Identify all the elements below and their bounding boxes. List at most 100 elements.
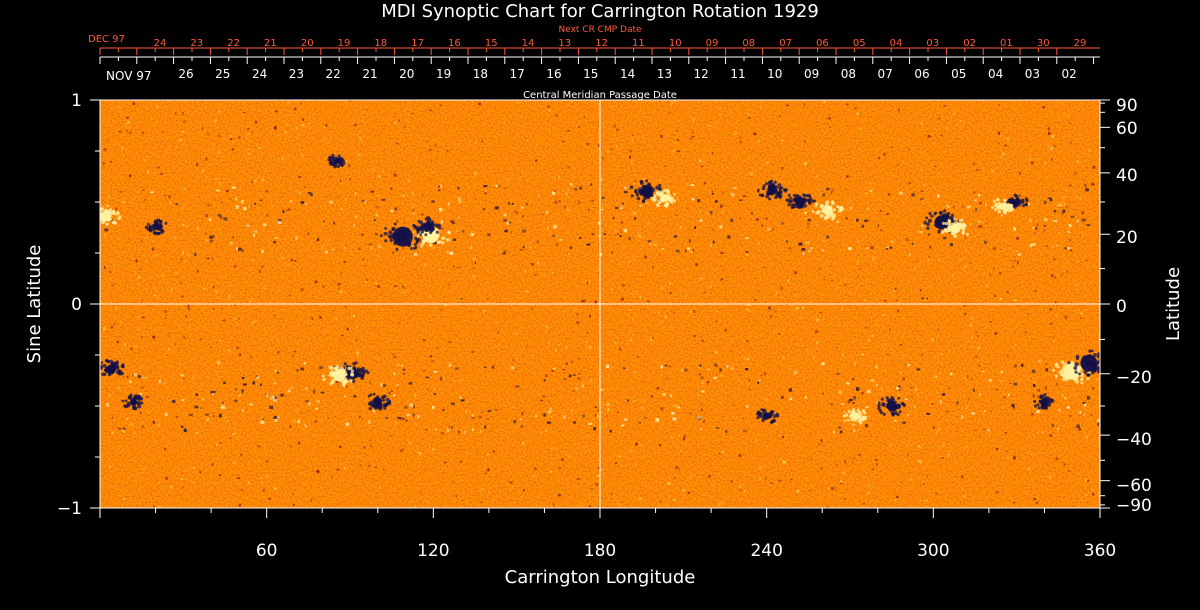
band-speck: [950, 372, 953, 376]
flux-speck: [278, 289, 281, 292]
flux-speck: [884, 343, 888, 346]
flux-speck: [491, 365, 495, 369]
band-speck: [620, 424, 625, 427]
flux-speck: [963, 304, 967, 307]
band-speck: [921, 197, 924, 200]
flux-speck: [475, 198, 477, 201]
flux-speck: [861, 213, 863, 216]
flux-speck: [960, 119, 963, 122]
flux-speck: [890, 443, 892, 447]
flux-speck: [377, 254, 380, 257]
flux-speck: [979, 435, 981, 438]
flux-speck: [720, 278, 723, 281]
flux-speck: [997, 131, 1000, 135]
flux-speck: [215, 290, 218, 294]
flux-speck: [990, 410, 992, 412]
band-speck: [825, 187, 830, 191]
active-region-negative-fleck: [1021, 204, 1025, 208]
flux-speck: [917, 260, 919, 262]
band-speck: [553, 367, 556, 370]
flux-speck: [420, 491, 422, 493]
active-region-negative-fleck: [424, 233, 428, 237]
flux-speck: [830, 191, 833, 195]
flux-speck: [425, 428, 428, 431]
flux-speck: [666, 503, 669, 507]
flux-speck: [141, 299, 144, 302]
flux-speck: [576, 321, 580, 324]
flux-speck: [590, 379, 592, 382]
flux-speck: [397, 322, 401, 324]
flux-speck: [183, 336, 185, 338]
active-region-negative-fleck: [787, 193, 791, 197]
band-speck: [482, 208, 486, 211]
flux-speck: [719, 107, 722, 110]
flux-speck: [1006, 291, 1009, 294]
band-speck: [235, 387, 237, 391]
flux-speck: [111, 416, 114, 419]
flux-speck: [775, 292, 778, 296]
band-speck: [1062, 209, 1066, 213]
cmp-axis-label: Central Meridian Passage Date: [523, 90, 677, 101]
band-speck: [181, 398, 184, 401]
band-speck: [767, 227, 771, 231]
flux-speck: [527, 138, 529, 142]
flux-speck: [261, 178, 265, 182]
y-right-tick-label: −20: [1116, 368, 1152, 388]
band-speck: [182, 224, 185, 226]
flux-speck: [510, 230, 512, 234]
flux-speck: [658, 443, 662, 447]
flux-speck: [558, 493, 561, 497]
flux-speck: [667, 296, 670, 298]
flux-speck: [568, 164, 571, 167]
flux-speck: [849, 291, 851, 295]
flux-speck: [774, 310, 777, 313]
band-speck: [316, 238, 320, 241]
active-region-positive-fleck: [842, 414, 846, 418]
flux-speck: [246, 137, 248, 141]
flux-speck: [1051, 220, 1053, 223]
flux-speck: [675, 214, 678, 216]
flux-speck: [410, 112, 414, 115]
flux-speck: [672, 149, 675, 152]
band-speck: [582, 414, 585, 418]
band-speck: [730, 218, 734, 223]
flux-speck: [561, 458, 564, 461]
flux-speck: [822, 240, 826, 243]
flux-speck: [549, 470, 553, 473]
flux-speck: [1085, 478, 1088, 482]
flux-speck: [1036, 501, 1038, 505]
flux-speck: [1096, 378, 1100, 380]
active-region-positive-fleck: [961, 230, 966, 235]
flux-speck: [479, 501, 483, 504]
flux-speck: [277, 416, 280, 419]
flux-speck: [588, 208, 590, 211]
flux-speck: [766, 161, 769, 164]
band-speck: [877, 406, 881, 410]
flux-speck: [794, 271, 797, 275]
flux-speck: [864, 245, 867, 248]
flux-speck: [952, 273, 954, 277]
flux-speck: [702, 420, 705, 423]
band-speck: [853, 396, 856, 400]
flux-speck: [929, 246, 932, 249]
flux-speck: [940, 134, 943, 137]
flux-speck: [363, 445, 366, 449]
band-speck: [781, 395, 784, 399]
band-speck: [1049, 198, 1053, 202]
band-speck: [402, 368, 406, 371]
cmp-date-label: 26: [178, 67, 193, 81]
active-region-negative-fleck: [434, 223, 439, 228]
flux-speck: [258, 109, 261, 111]
flux-speck: [703, 291, 706, 294]
active-region-negative-fleck: [369, 393, 373, 397]
flux-speck: [1090, 413, 1093, 416]
band-speck: [351, 385, 354, 389]
flux-speck: [430, 159, 432, 162]
flux-speck: [948, 349, 951, 353]
flux-speck: [298, 176, 301, 178]
flux-speck: [127, 121, 131, 124]
active-region-negative-fleck: [153, 219, 158, 224]
flux-speck: [304, 498, 307, 500]
flux-speck: [1024, 331, 1027, 333]
active-region-negative-fleck: [926, 222, 930, 227]
